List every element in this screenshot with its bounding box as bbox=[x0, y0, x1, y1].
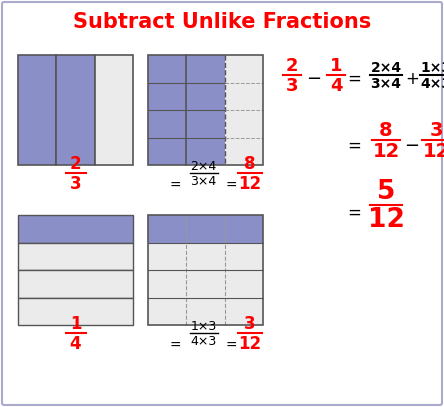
Text: 5: 5 bbox=[377, 179, 395, 205]
Text: 2×4: 2×4 bbox=[370, 61, 401, 75]
Text: 12: 12 bbox=[238, 335, 261, 353]
Bar bbox=[148, 215, 186, 243]
Text: 1: 1 bbox=[70, 315, 81, 333]
Bar bbox=[148, 55, 186, 83]
Bar bbox=[148, 298, 186, 325]
Text: −: − bbox=[306, 70, 321, 88]
Bar bbox=[186, 83, 225, 110]
Text: =: = bbox=[170, 339, 181, 353]
Bar bbox=[186, 138, 225, 165]
Text: 3: 3 bbox=[429, 121, 443, 140]
Bar bbox=[148, 83, 186, 110]
Text: 3: 3 bbox=[244, 315, 255, 333]
Bar bbox=[225, 270, 263, 298]
Text: 1: 1 bbox=[330, 57, 342, 75]
Bar bbox=[148, 138, 186, 165]
Bar bbox=[186, 298, 225, 325]
Text: 3: 3 bbox=[286, 77, 298, 95]
Bar bbox=[18, 270, 133, 298]
Text: 8: 8 bbox=[379, 121, 393, 140]
Bar bbox=[225, 55, 263, 83]
Text: 1×3: 1×3 bbox=[190, 320, 217, 333]
Text: =: = bbox=[347, 204, 361, 222]
Bar bbox=[18, 243, 133, 270]
Bar bbox=[148, 55, 263, 165]
Text: 1×3: 1×3 bbox=[420, 61, 444, 75]
Text: 12: 12 bbox=[373, 142, 400, 161]
Bar bbox=[186, 110, 225, 138]
Text: 2: 2 bbox=[286, 57, 298, 75]
Text: −: − bbox=[404, 137, 420, 155]
Bar bbox=[186, 55, 225, 83]
Bar bbox=[148, 243, 186, 270]
Text: 8: 8 bbox=[244, 155, 255, 173]
Text: 4: 4 bbox=[70, 335, 81, 353]
Text: =: = bbox=[347, 137, 361, 155]
Text: =: = bbox=[170, 179, 181, 193]
Bar bbox=[186, 270, 225, 298]
Text: =: = bbox=[226, 339, 237, 353]
Bar bbox=[148, 110, 186, 138]
Bar bbox=[18, 298, 133, 325]
Text: 4×3: 4×3 bbox=[420, 77, 444, 91]
Bar bbox=[225, 110, 263, 138]
Bar bbox=[148, 215, 263, 325]
Text: 12: 12 bbox=[422, 142, 444, 161]
Bar bbox=[18, 55, 56, 165]
Text: 3×4: 3×4 bbox=[370, 77, 401, 91]
Bar bbox=[225, 138, 263, 165]
Bar bbox=[225, 243, 263, 270]
Text: 3×4: 3×4 bbox=[190, 175, 217, 188]
Bar bbox=[225, 298, 263, 325]
Bar bbox=[186, 215, 225, 243]
Bar bbox=[56, 55, 95, 165]
Text: 12: 12 bbox=[238, 175, 261, 193]
Bar bbox=[186, 243, 225, 270]
Text: +: + bbox=[405, 70, 419, 88]
Bar bbox=[225, 215, 263, 243]
Text: 4: 4 bbox=[330, 77, 342, 95]
Bar bbox=[95, 55, 133, 165]
Text: 12: 12 bbox=[368, 207, 404, 233]
Text: Subtract Unlike Fractions: Subtract Unlike Fractions bbox=[73, 12, 371, 32]
Bar bbox=[18, 215, 133, 243]
Text: 2×4: 2×4 bbox=[190, 160, 217, 173]
Text: 2: 2 bbox=[70, 155, 81, 173]
Text: =: = bbox=[347, 70, 361, 88]
Bar bbox=[225, 83, 263, 110]
Text: =: = bbox=[226, 179, 237, 193]
Text: 3: 3 bbox=[70, 175, 81, 193]
Bar bbox=[148, 270, 186, 298]
Text: 4×3: 4×3 bbox=[190, 335, 217, 348]
